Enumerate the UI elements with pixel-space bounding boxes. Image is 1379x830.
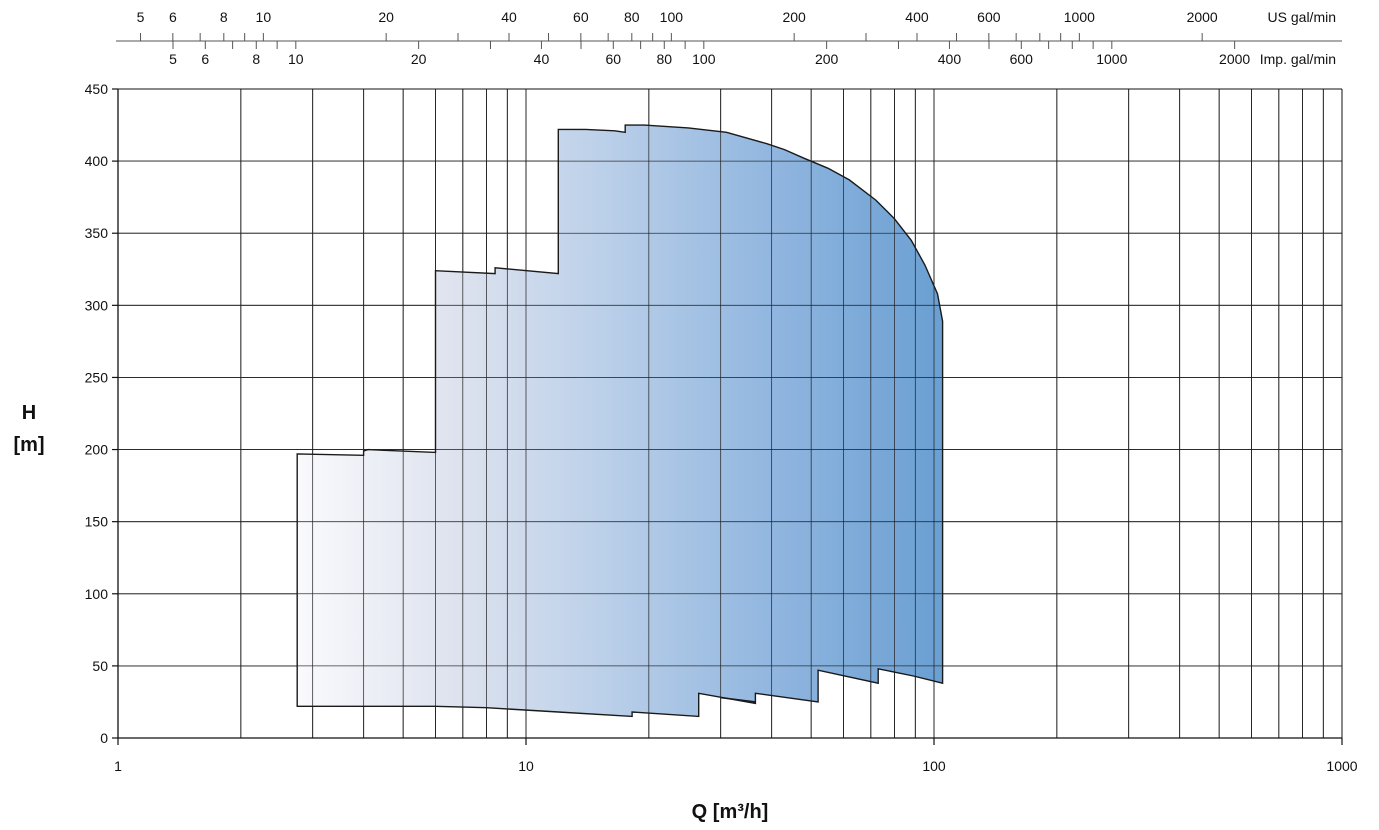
y-tick-label: 250	[85, 369, 109, 385]
top_scale_imp-label: 20	[411, 51, 427, 67]
top_scale_us-label: 80	[624, 9, 640, 25]
top_scale_us-label: 100	[660, 9, 684, 25]
top_scale_imp-label: 2000	[1219, 51, 1250, 67]
top_scale_imp-unit: Imp. gal/min	[1260, 51, 1336, 67]
x-tick-label: 1	[114, 758, 122, 774]
top_scale_us-label: 2000	[1187, 9, 1218, 25]
top_scale_us-label: 8	[220, 9, 228, 25]
y-tick-label: 300	[85, 297, 109, 313]
top_scale_us-label: 400	[905, 9, 929, 25]
y-tick-label: 350	[85, 225, 109, 241]
envelope-outline	[296, 124, 944, 718]
top-gallon-scales: 5 6 8 10 20 40 60 80 100 200 400 600 1000 2000 US gal/…	[116, 9, 1342, 67]
top_scale_imp-label: 5	[169, 51, 177, 67]
y-tick-label: 450	[85, 81, 109, 97]
y-tick-label: 150	[85, 514, 109, 530]
x-tick-labels: 1 10 100 1000	[114, 758, 1358, 774]
top_scale_us-label: 6	[169, 9, 177, 25]
top_scale_us-label: 600	[977, 9, 1001, 25]
top_scale_imp-label: 400	[938, 51, 962, 67]
x-tick-label: 100	[922, 758, 946, 774]
top_scale_us-unit: US gal/min	[1268, 9, 1336, 25]
y-tick-labels: 0 50 100 150 200 250 300 350 400 450	[85, 81, 109, 746]
y-tick-label: 200	[85, 442, 109, 458]
top_scale_us-label: 60	[573, 9, 589, 25]
top_scale_us-label: 10	[256, 9, 272, 25]
top_scale_us-label: 20	[378, 9, 394, 25]
top_scale_us-label: 40	[501, 9, 517, 25]
top_scale_imp-label: 8	[252, 51, 260, 67]
performance-envelope	[118, 88, 1342, 738]
top_scale_imp-label: 100	[692, 51, 716, 67]
top_scale_imp-label: 600	[1010, 51, 1034, 67]
top_scale_imp-label: 40	[534, 51, 550, 67]
x-axis-title: Q [m³/h]	[692, 801, 769, 823]
y-axis-unit: [m]	[13, 434, 44, 456]
top_scale_imp-label: 60	[606, 51, 622, 67]
top_scale_imp-label: 200	[815, 51, 839, 67]
x-tick-label: 1000	[1326, 758, 1357, 774]
axes-frame	[112, 88, 1343, 745]
top_scale_us-label: 200	[782, 9, 806, 25]
top_scale_imp-label: 6	[201, 51, 209, 67]
y-tick-label: 100	[85, 586, 109, 602]
top_scale_imp-label: 1000	[1096, 51, 1127, 67]
envelope-fill	[297, 125, 943, 717]
envelope-inner-line	[720, 696, 756, 703]
y-tick-label: 0	[100, 730, 108, 746]
top_scale_imp-label: 80	[656, 51, 672, 67]
y-tick-label: 400	[85, 153, 109, 169]
top_scale_us-label: 1000	[1064, 9, 1095, 25]
y-axis-title: H	[22, 402, 36, 424]
top_scale_us-label: 5	[137, 9, 145, 25]
x-tick-label: 10	[518, 758, 534, 774]
y-tick-label: 50	[92, 658, 108, 674]
top_scale_imp-label: 10	[288, 51, 304, 67]
